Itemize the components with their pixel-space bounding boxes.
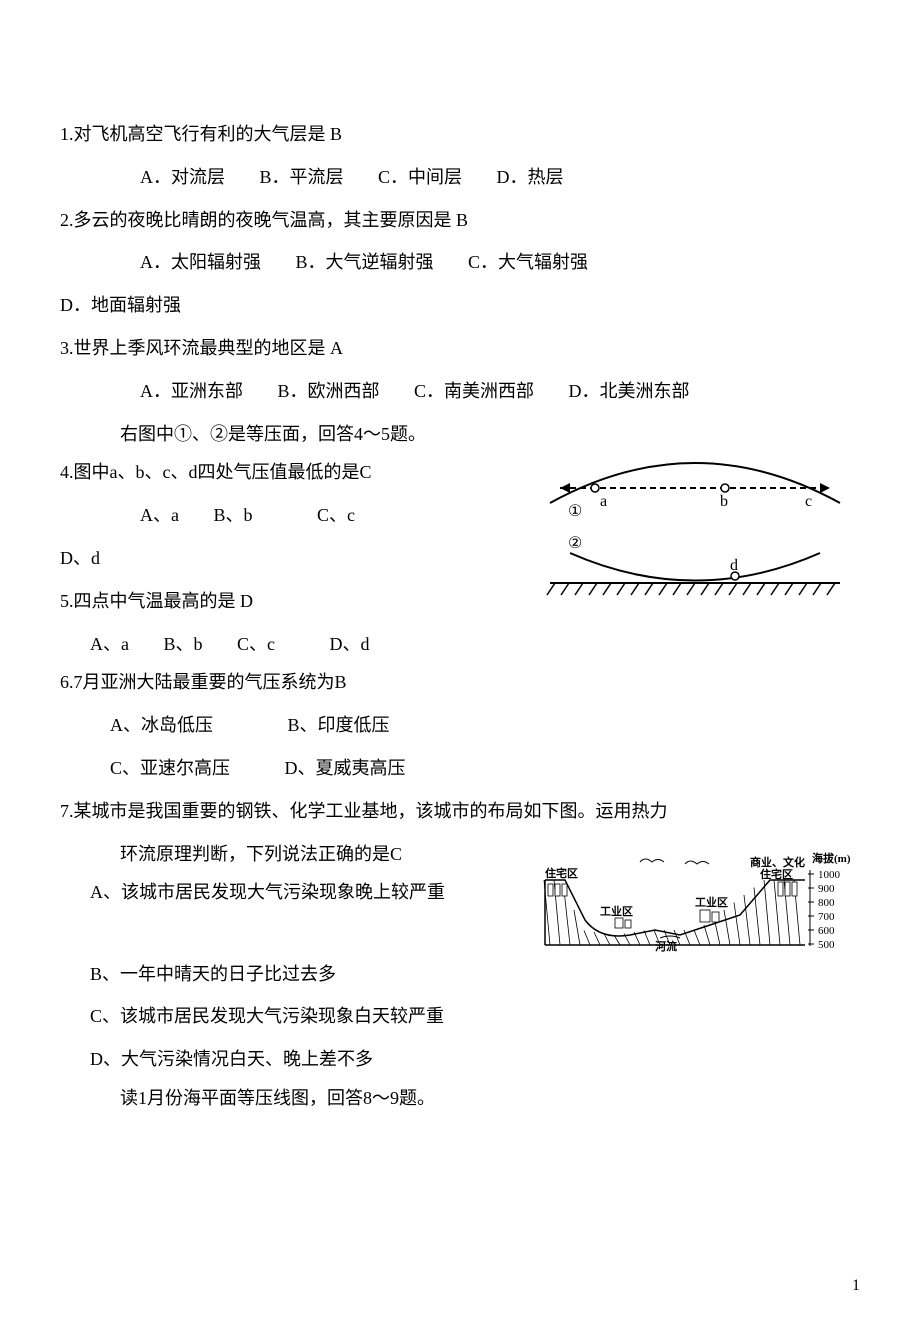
svg-text:a: a — [600, 493, 607, 510]
q6-opts-cd: C、亚速尔高压 D、夏威夷高压 — [110, 754, 860, 783]
q1-options: A．对流层 B．平流层 C．中间层 D．热层 — [140, 163, 860, 192]
q1-opt-d: D．热层 — [497, 167, 564, 187]
question-1: 1.对飞机高空飞行有利的大气层是 B — [60, 120, 860, 149]
question-2: 2.多云的夜晚比晴朗的夜晚气温高，其主要原因是 B — [60, 206, 860, 235]
svg-text:800: 800 — [818, 897, 835, 909]
svg-text:商业、文化: 商业、文化 — [750, 855, 805, 869]
svg-text:①: ① — [568, 503, 582, 520]
svg-text:工业区: 工业区 — [600, 904, 633, 918]
q2-opt-a: A．太阳辐射强 — [140, 252, 261, 272]
svg-text:海拔(m): 海拔(m) — [812, 851, 851, 865]
q2-opt-c: C．大气辐射强 — [468, 252, 588, 272]
q3-opt-d: D．北美洲东部 — [569, 381, 690, 401]
svg-text:500: 500 — [818, 939, 835, 951]
q4-opt-a: A、a — [140, 505, 179, 525]
q2-opt-d: D．地面辐射强 — [60, 291, 860, 320]
page-number: 1 — [60, 1273, 860, 1299]
q6-opt-d: D、夏威夷高压 — [285, 758, 406, 778]
svg-text:住宅区: 住宅区 — [760, 867, 793, 881]
q1-opt-a: A．对流层 — [140, 167, 225, 187]
q3-options: A．亚洲东部 B．欧洲西部 C．南美洲西部 D．北美洲东部 — [140, 377, 860, 406]
q7-opt-a: A、该城市居民发现大气污染现象晚上较严重 — [90, 878, 510, 907]
q4-opt-b: B、b — [214, 505, 253, 525]
q2-opt-b: B．大气逆辐射强 — [296, 252, 434, 272]
svg-text:c: c — [805, 493, 812, 510]
svg-text:b: b — [720, 493, 728, 510]
svg-text:900: 900 — [818, 883, 835, 895]
q3-opt-c: C．南美洲西部 — [414, 381, 534, 401]
q3-opt-a: A．亚洲东部 — [140, 381, 243, 401]
q3-opt-b: B．欧洲西部 — [278, 381, 380, 401]
q3-note: 右图中①、②是等压面，回答4～5题。 — [120, 420, 860, 449]
city-figure: 海拔(m)1000900800700600500住宅区工业区工业区河流商业、文化… — [540, 850, 860, 960]
question-3: 3.世界上季风环流最典型的地区是 A — [60, 334, 860, 363]
q6-opts-ab: A、冰岛低压 B、印度低压 — [110, 711, 860, 740]
q4-opt-c: C、c — [317, 505, 355, 525]
q6-opt-c: C、亚速尔高压 — [110, 758, 230, 778]
q6-opt-a: A、冰岛低压 — [110, 715, 213, 735]
question-7: 7.某城市是我国重要的钢铁、化学工业基地，该城市的布局如下图。运用热力 — [60, 797, 860, 826]
svg-text:②: ② — [568, 535, 582, 552]
q1-opt-b: B．平流层 — [260, 167, 344, 187]
q5-opt-b: B、b — [164, 634, 203, 654]
q7-opt-d: D、大气污染情况白天、晚上差不多 — [90, 1045, 860, 1074]
pressure-figure: a b c d ① ② — [540, 448, 850, 618]
svg-text:1000: 1000 — [818, 869, 841, 881]
q1-opt-c: C．中间层 — [378, 167, 462, 187]
q7-opt-b: B、一年中晴天的日子比过去多 — [90, 960, 860, 989]
q2-options: A．太阳辐射强 B．大气逆辐射强 C．大气辐射强 — [140, 248, 860, 277]
q7-note2: 读1月份海平面等压线图，回答8～9题。 — [120, 1084, 860, 1113]
svg-text:d: d — [730, 557, 738, 574]
svg-text:河流: 河流 — [655, 939, 677, 953]
q7-opt-c: C、该城市居民发现大气污染现象白天较严重 — [90, 1002, 860, 1031]
svg-text:工业区: 工业区 — [695, 895, 728, 909]
svg-text:住宅区: 住宅区 — [545, 866, 578, 880]
q6-opt-b: B、印度低压 — [288, 715, 390, 735]
q5-opt-d: D、d — [330, 634, 370, 654]
svg-text:600: 600 — [818, 925, 835, 937]
question-6: 6.7月亚洲大陆最重要的气压系统为B — [60, 668, 860, 697]
q5-opt-a: A、a — [90, 634, 129, 654]
q5-options: A、a B、b C、c D、d — [90, 630, 860, 659]
q5-opt-c: C、c — [237, 634, 275, 654]
svg-text:700: 700 — [818, 911, 835, 923]
